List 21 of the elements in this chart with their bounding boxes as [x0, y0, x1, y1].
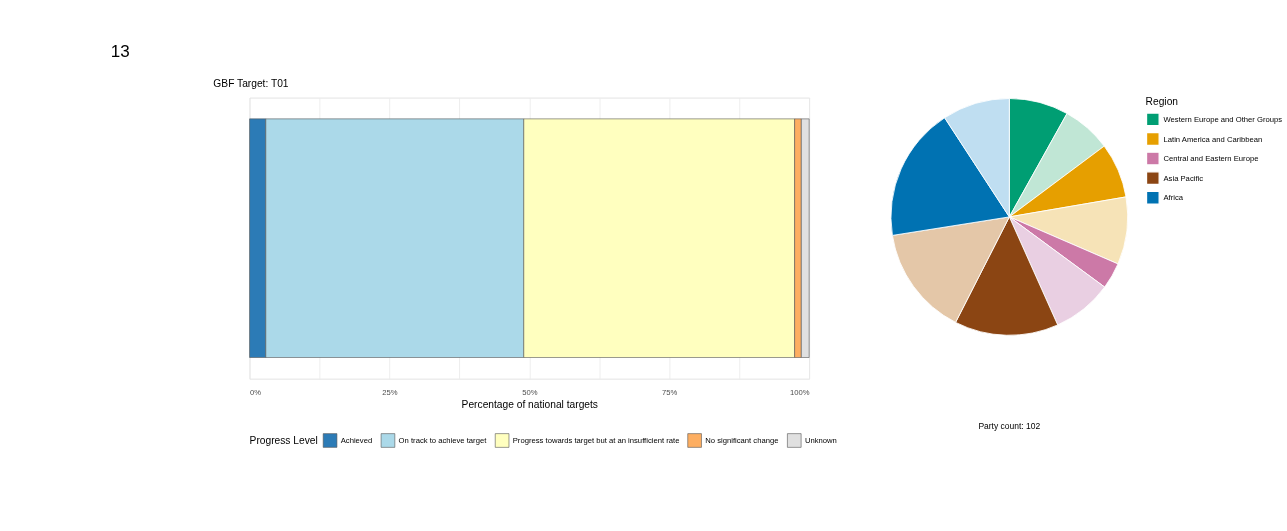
- text: Party count: 102: [978, 420, 1041, 431]
- chart-title: GBF Target: T01: [213, 77, 289, 89]
- legend-label: Progress towards target but at an insufficient rate: [512, 436, 680, 446]
- legend-label: Asia Pacific: [1163, 173, 1204, 183]
- legend-title: Region: [1145, 96, 1179, 108]
- x-tick-label: 0%: [249, 388, 262, 398]
- x-tick-label: 75%: [662, 388, 678, 398]
- x-tick-label: 50%: [522, 388, 538, 398]
- legend-label: Africa: [1163, 193, 1184, 203]
- legend-label: Western Europe and Other Groups: [1163, 114, 1283, 124]
- legend-label: Latin America and Caribbean: [1163, 134, 1263, 144]
- legend-label: On track to achieve target: [398, 436, 488, 446]
- legend-label: Unknown: [804, 436, 837, 446]
- legend-label: Achieved: [340, 436, 373, 446]
- legend-label: Central and Eastern Europe: [1163, 154, 1259, 164]
- legend-label: No significant change: [705, 436, 779, 446]
- x-tick-label: 100%: [790, 388, 810, 398]
- x-tick-label: 25%: [382, 388, 398, 398]
- x-axis-title: Percentage of national targets: [461, 399, 598, 411]
- legend-title: Progress Level: [249, 435, 318, 447]
- text: 13: [110, 42, 130, 62]
